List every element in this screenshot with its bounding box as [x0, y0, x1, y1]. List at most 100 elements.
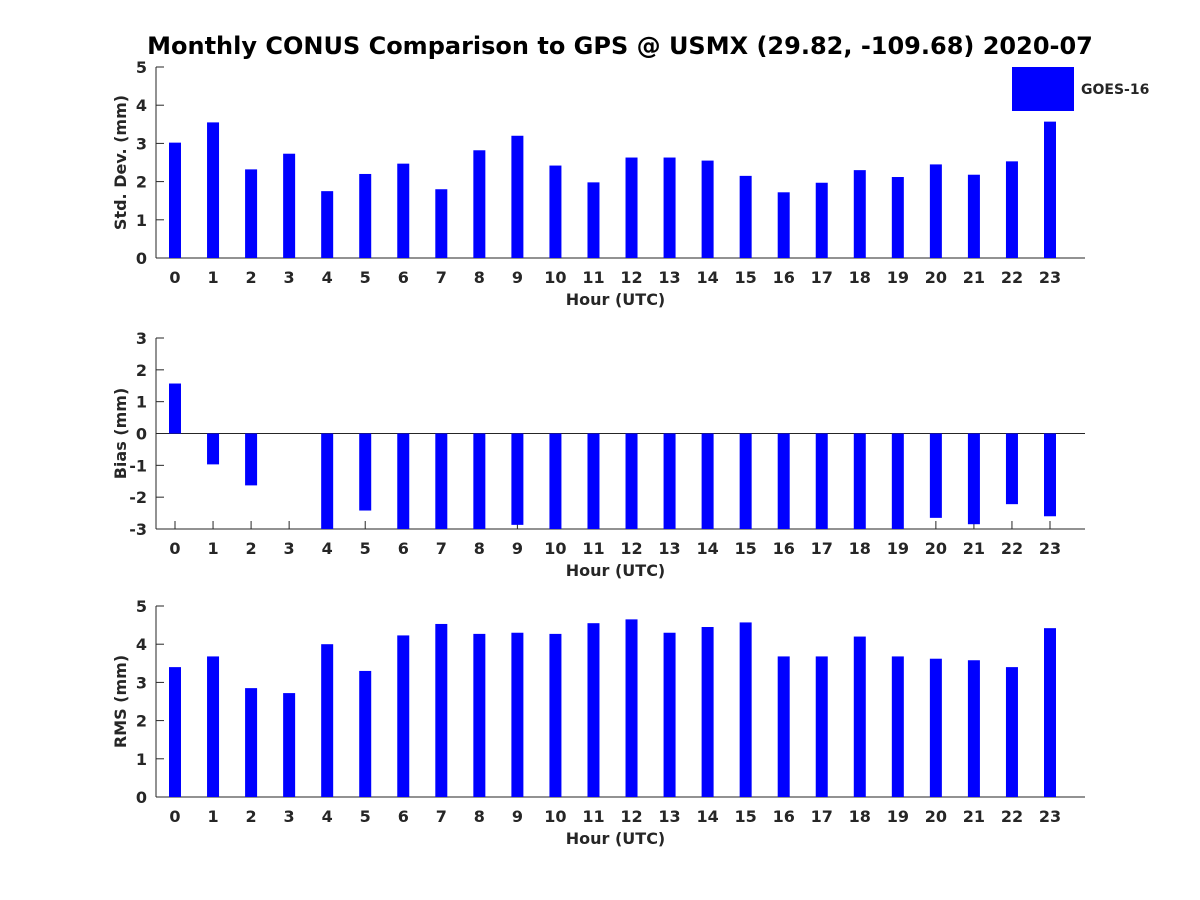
bar — [777, 433, 790, 529]
bar — [321, 644, 334, 797]
y-tick-label: 2 — [136, 173, 147, 192]
x-tick-label: 5 — [360, 807, 371, 826]
bar — [207, 122, 220, 258]
x-tick-label: 13 — [658, 539, 680, 558]
x-tick-label: 22 — [1001, 539, 1023, 558]
x-tick-label: 12 — [620, 539, 642, 558]
bar — [435, 433, 448, 529]
x-tick-label: 0 — [169, 539, 180, 558]
bar — [511, 135, 524, 258]
bar — [549, 433, 562, 529]
x-tick-label: 22 — [1001, 807, 1023, 826]
x-tick-label: 5 — [360, 539, 371, 558]
bar — [1044, 121, 1056, 258]
bar — [739, 175, 752, 258]
x-tick-label: 17 — [811, 807, 833, 826]
x-tick-label: 13 — [658, 268, 680, 287]
y-tick-label: 2 — [136, 361, 147, 380]
bar — [625, 157, 638, 258]
x-tick-label: 8 — [474, 268, 485, 287]
bar — [359, 433, 372, 511]
y-tick-label: 1 — [136, 393, 147, 412]
legend-label: GOES-16 — [1081, 82, 1149, 98]
bar — [207, 433, 220, 465]
x-tick-label: 8 — [474, 807, 485, 826]
y-tick-label: 1 — [136, 750, 147, 769]
x-tick-label: 10 — [544, 268, 566, 287]
bar — [321, 191, 334, 258]
x-tick-label: 19 — [887, 807, 909, 826]
x-tick-label: 6 — [398, 268, 409, 287]
x-tick-label: 15 — [735, 268, 757, 287]
legend: GOES-16 — [1012, 67, 1149, 111]
x-tick-label: 7 — [436, 539, 447, 558]
x-tick-label: 4 — [322, 539, 333, 558]
x-axis-label: Hour (UTC) — [566, 290, 666, 309]
bar — [169, 142, 181, 258]
x-tick-label: 2 — [246, 807, 257, 826]
x-tick-label: 9 — [512, 539, 523, 558]
x-tick-label: 11 — [582, 268, 604, 287]
bar — [321, 433, 334, 529]
x-tick-label: 21 — [963, 807, 985, 826]
bar — [701, 160, 714, 258]
legend-swatch — [1012, 67, 1074, 111]
y-tick-label: 0 — [136, 788, 147, 807]
bar — [663, 632, 676, 797]
y-tick-label: 4 — [136, 635, 147, 654]
x-tick-label: 15 — [735, 807, 757, 826]
x-tick-label: 18 — [849, 807, 871, 826]
bar — [853, 433, 866, 529]
bar — [207, 656, 220, 797]
bar — [397, 635, 410, 797]
bar — [245, 169, 258, 258]
x-tick-label: 21 — [963, 268, 985, 287]
y-tick-label: 0 — [136, 425, 147, 444]
bar — [435, 189, 448, 258]
bar — [587, 182, 600, 258]
x-tick-label: 13 — [658, 807, 680, 826]
x-tick-label: 1 — [207, 807, 218, 826]
x-tick-label: 6 — [398, 539, 409, 558]
x-tick-label: 4 — [322, 268, 333, 287]
x-tick-label: 9 — [512, 268, 523, 287]
bar — [853, 636, 866, 797]
x-tick-label: 12 — [620, 268, 642, 287]
bar — [777, 656, 790, 797]
bar — [397, 163, 410, 258]
bar — [511, 433, 524, 525]
x-tick-label: 2 — [246, 539, 257, 558]
x-tick-label: 7 — [436, 268, 447, 287]
bar — [967, 660, 980, 797]
x-tick-label: 9 — [512, 807, 523, 826]
bar — [701, 627, 714, 797]
x-tick-label: 1 — [207, 268, 218, 287]
bar — [511, 632, 524, 797]
y-tick-label: 3 — [136, 673, 147, 692]
x-tick-label: 5 — [360, 268, 371, 287]
bar — [397, 433, 410, 529]
x-tick-label: 0 — [169, 807, 180, 826]
x-tick-label: 4 — [322, 807, 333, 826]
x-tick-label: 16 — [773, 807, 795, 826]
x-tick-label: 17 — [811, 268, 833, 287]
x-tick-label: 18 — [849, 539, 871, 558]
bar — [625, 433, 638, 529]
x-tick-label: 14 — [696, 807, 718, 826]
y-tick-label: 0 — [136, 249, 147, 268]
x-axis-label: Hour (UTC) — [566, 829, 666, 848]
x-tick-label: 3 — [284, 539, 295, 558]
x-tick-label: 10 — [544, 807, 566, 826]
bar — [435, 623, 448, 797]
bar — [1044, 433, 1056, 517]
y-tick-label: -1 — [129, 456, 147, 475]
bar — [929, 433, 942, 518]
bar — [549, 165, 562, 258]
bar — [815, 433, 828, 529]
x-tick-label: 12 — [620, 807, 642, 826]
x-tick-label: 3 — [284, 807, 295, 826]
bar — [891, 656, 904, 797]
bar — [625, 619, 638, 797]
bar — [587, 623, 600, 797]
